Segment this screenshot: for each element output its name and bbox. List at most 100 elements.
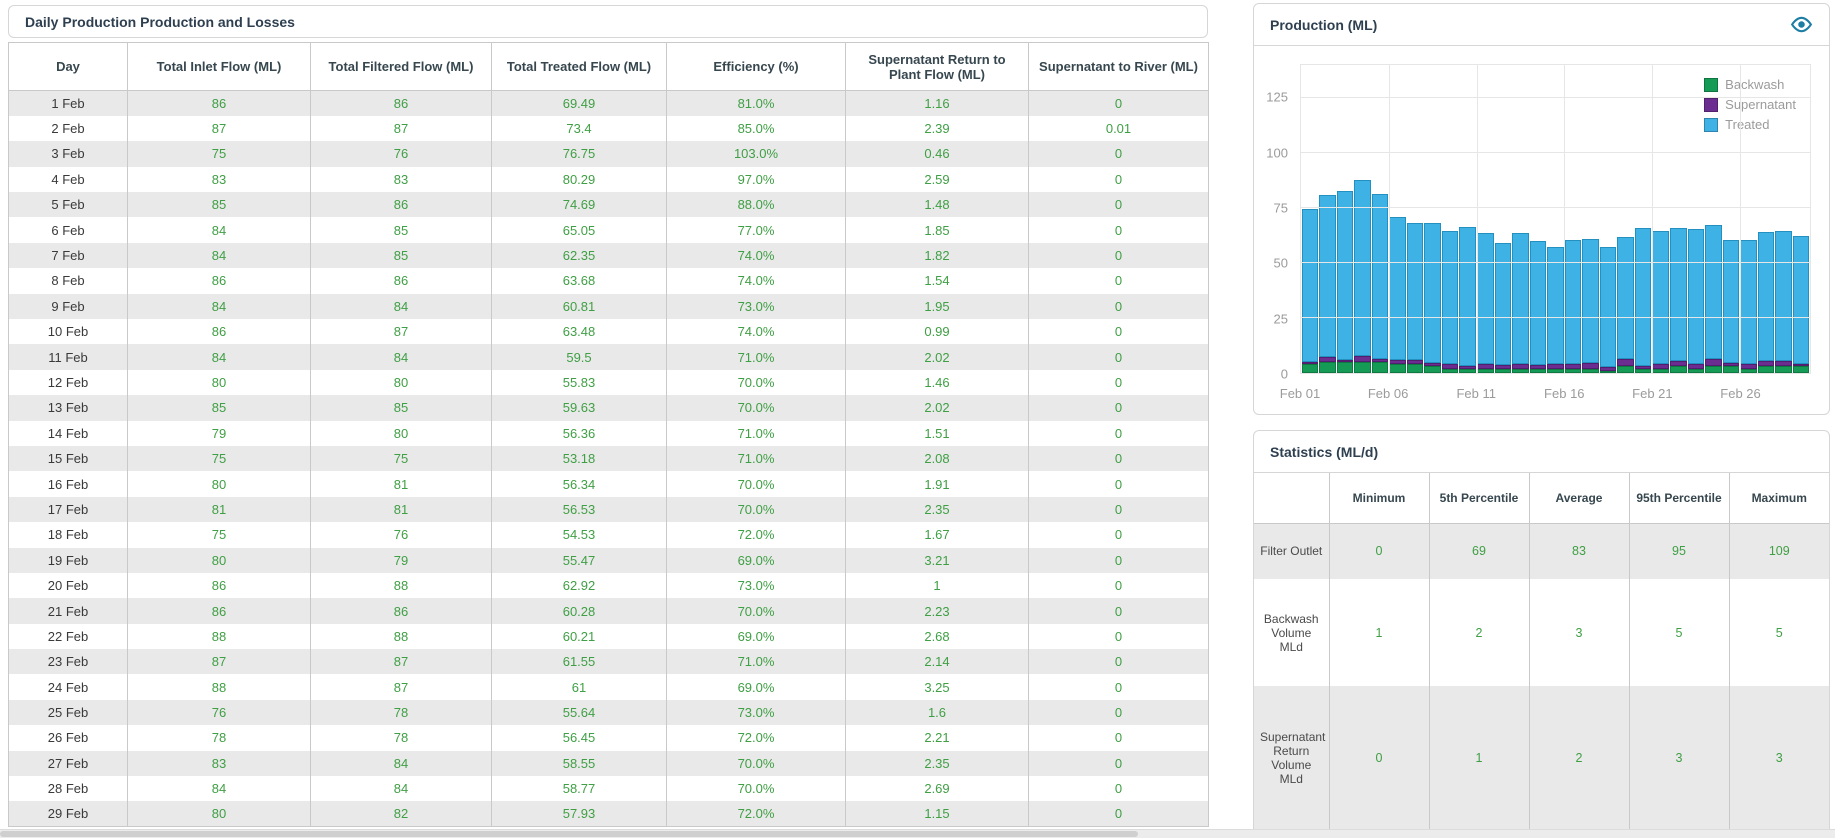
bar-segment-treated[interactable] xyxy=(1634,228,1652,367)
bar-segment-backwash[interactable] xyxy=(1792,366,1810,373)
bar-segment-backwash[interactable] xyxy=(1687,368,1705,373)
bar-segment-treated[interactable] xyxy=(1301,208,1319,362)
bar-segment-supernatant[interactable] xyxy=(1547,364,1564,369)
bar-segment-backwash[interactable] xyxy=(1389,364,1406,373)
bar-group[interactable] xyxy=(1634,65,1652,373)
bar-segment-treated[interactable] xyxy=(1599,247,1617,368)
bar-segment-supernatant[interactable] xyxy=(1669,360,1687,367)
bar-segment-supernatant[interactable] xyxy=(1301,361,1319,365)
bar-segment-supernatant[interactable] xyxy=(1441,364,1459,369)
bar-segment-supernatant[interactable] xyxy=(1354,356,1371,362)
bar-group[interactable] xyxy=(1652,65,1669,373)
bar-segment-treated[interactable] xyxy=(1406,223,1424,361)
bar-group[interactable] xyxy=(1599,65,1617,373)
bar-group[interactable] xyxy=(1529,65,1547,373)
bar-segment-backwash[interactable] xyxy=(1652,368,1669,373)
bar-segment-backwash[interactable] xyxy=(1336,362,1354,373)
bar-segment-treated[interactable] xyxy=(1722,240,1740,363)
bar-segment-treated[interactable] xyxy=(1389,217,1406,361)
legend-item-backwash[interactable]: Backwash xyxy=(1704,77,1796,92)
bar-segment-backwash[interactable] xyxy=(1775,366,1792,373)
bar-segment-backwash[interactable] xyxy=(1406,364,1424,373)
bar-segment-treated[interactable] xyxy=(1564,240,1582,365)
bar-segment-treated[interactable] xyxy=(1669,228,1687,361)
bar-group[interactable] xyxy=(1389,65,1406,373)
bar-segment-backwash[interactable] xyxy=(1669,366,1687,373)
bar-group[interactable] xyxy=(1512,65,1529,373)
bar-segment-backwash[interactable] xyxy=(1547,368,1564,373)
bar-segment-treated[interactable] xyxy=(1792,236,1810,364)
bar-segment-backwash[interactable] xyxy=(1582,368,1599,373)
bar-segment-supernatant[interactable] xyxy=(1336,360,1354,362)
bar-segment-backwash[interactable] xyxy=(1301,364,1319,373)
bar-segment-backwash[interactable] xyxy=(1529,368,1547,373)
bar-segment-treated[interactable] xyxy=(1512,233,1529,365)
legend-item-treated[interactable]: Treated xyxy=(1704,117,1796,132)
bar-segment-backwash[interactable] xyxy=(1564,368,1582,373)
bar-segment-backwash[interactable] xyxy=(1371,362,1389,373)
bar-segment-supernatant[interactable] xyxy=(1582,363,1599,369)
bar-group[interactable] xyxy=(1722,65,1740,373)
bar-segment-treated[interactable] xyxy=(1424,222,1441,364)
bar-segment-treated[interactable] xyxy=(1617,237,1634,360)
bar-segment-treated[interactable] xyxy=(1547,247,1564,365)
bar-segment-treated[interactable] xyxy=(1740,239,1757,364)
horizontal-scrollbar[interactable] xyxy=(0,829,1835,838)
bar-group[interactable] xyxy=(1336,65,1354,373)
bar-group[interactable] xyxy=(1371,65,1389,373)
bar-segment-supernatant[interactable] xyxy=(1705,359,1722,367)
bar-group[interactable] xyxy=(1441,65,1459,373)
bar-group[interactable] xyxy=(1354,65,1371,373)
scrollbar-thumb[interactable] xyxy=(0,831,1138,837)
bar-segment-treated[interactable] xyxy=(1319,195,1336,357)
bar-segment-supernatant[interactable] xyxy=(1424,363,1441,367)
bar-segment-treated[interactable] xyxy=(1582,239,1599,364)
bar-segment-supernatant[interactable] xyxy=(1512,364,1529,369)
bar-group[interactable] xyxy=(1301,65,1319,373)
bar-segment-supernatant[interactable] xyxy=(1494,365,1512,369)
bar-group[interactable] xyxy=(1705,65,1722,373)
bar-group[interactable] xyxy=(1564,65,1582,373)
bar-group[interactable] xyxy=(1424,65,1441,373)
bar-segment-treated[interactable] xyxy=(1529,241,1547,366)
bar-segment-treated[interactable] xyxy=(1652,231,1669,364)
bar-group[interactable] xyxy=(1319,65,1336,373)
bar-segment-supernatant[interactable] xyxy=(1757,361,1775,367)
bar-group[interactable] xyxy=(1406,65,1424,373)
bar-segment-supernatant[interactable] xyxy=(1617,359,1634,367)
bar-group[interactable] xyxy=(1757,65,1775,373)
bar-segment-backwash[interactable] xyxy=(1476,368,1494,373)
bar-group[interactable] xyxy=(1459,65,1476,373)
bar-segment-supernatant[interactable] xyxy=(1792,363,1810,367)
bar-segment-backwash[interactable] xyxy=(1424,366,1441,373)
bar-segment-treated[interactable] xyxy=(1476,233,1494,365)
bar-group[interactable] xyxy=(1476,65,1494,373)
bar-group[interactable] xyxy=(1547,65,1564,373)
bar-segment-supernatant[interactable] xyxy=(1634,366,1652,369)
bar-segment-supernatant[interactable] xyxy=(1599,367,1617,371)
bar-segment-backwash[interactable] xyxy=(1494,368,1512,373)
bar-segment-treated[interactable] xyxy=(1354,179,1371,357)
bar-group[interactable] xyxy=(1669,65,1687,373)
bar-segment-backwash[interactable] xyxy=(1459,368,1476,373)
bar-segment-treated[interactable] xyxy=(1757,232,1775,362)
bar-segment-backwash[interactable] xyxy=(1757,366,1775,373)
bar-segment-backwash[interactable] xyxy=(1441,368,1459,373)
bar-segment-backwash[interactable] xyxy=(1319,362,1336,373)
bar-segment-supernatant[interactable] xyxy=(1406,360,1424,365)
bar-segment-supernatant[interactable] xyxy=(1687,363,1705,369)
bar-segment-treated[interactable] xyxy=(1441,230,1459,365)
bar-segment-backwash[interactable] xyxy=(1599,370,1617,373)
eye-icon[interactable] xyxy=(1790,16,1813,33)
bar-segment-backwash[interactable] xyxy=(1705,366,1722,373)
bar-segment-backwash[interactable] xyxy=(1740,368,1757,373)
bar-segment-treated[interactable] xyxy=(1494,242,1512,366)
bar-segment-backwash[interactable] xyxy=(1512,368,1529,373)
bar-group[interactable] xyxy=(1582,65,1599,373)
bar-group[interactable] xyxy=(1775,65,1792,373)
bar-segment-treated[interactable] xyxy=(1775,231,1792,361)
bar-segment-treated[interactable] xyxy=(1687,228,1705,364)
bar-segment-treated[interactable] xyxy=(1705,225,1722,360)
bar-group[interactable] xyxy=(1617,65,1634,373)
bar-segment-treated[interactable] xyxy=(1459,226,1476,367)
